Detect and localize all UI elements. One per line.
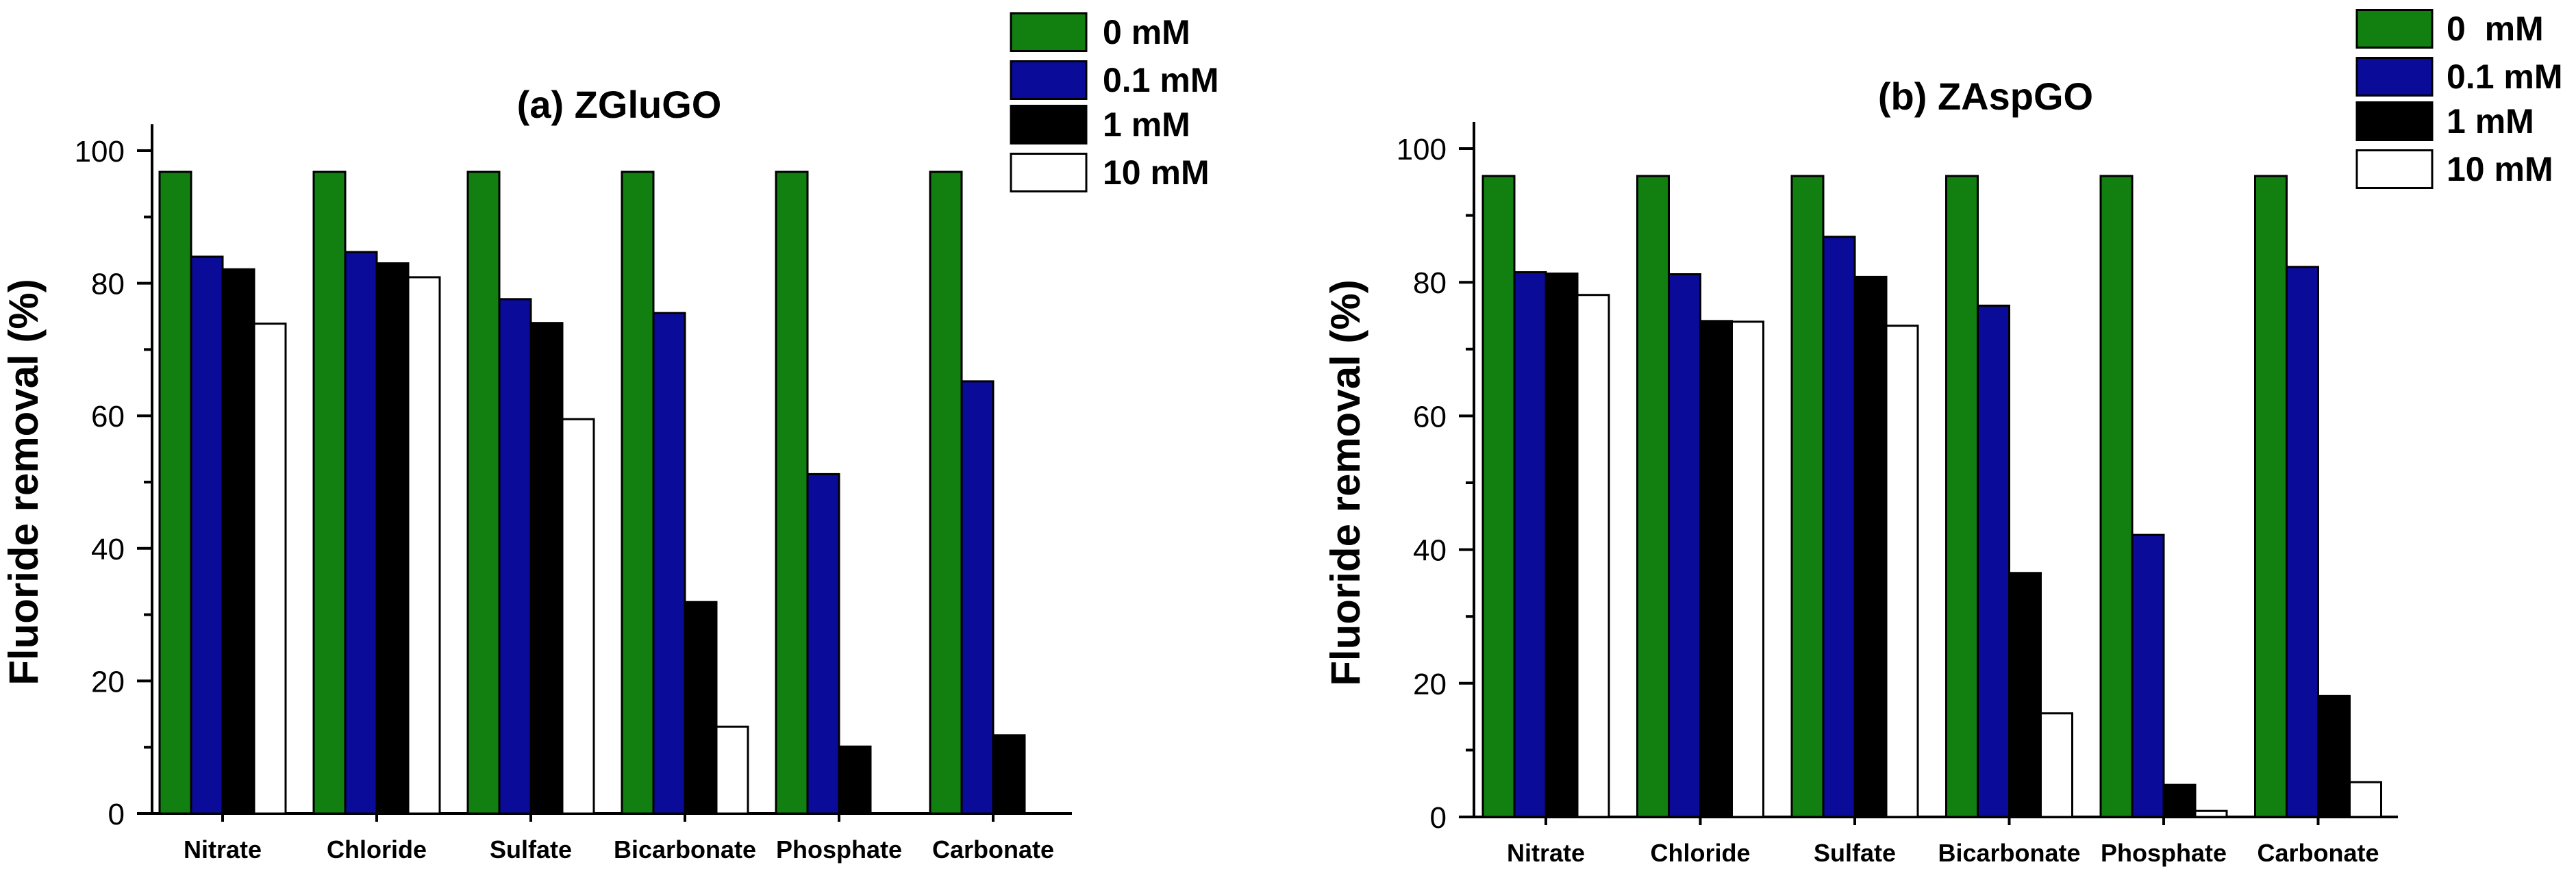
chart-b-category-label: Chloride — [1650, 839, 1750, 867]
chart-a-legend-label: 1 mM — [1103, 105, 1190, 144]
chart-b-legend-swatch — [2355, 101, 2434, 141]
chart-a-bar-phosphate-1 — [806, 473, 840, 815]
chart-a-category-label: Carbonate — [932, 835, 1054, 864]
chart-b-bar-carbonate-1 — [2286, 266, 2319, 818]
chart-a-y-tick-label: 80 — [91, 268, 125, 301]
chart-a-y-tick-label: 100 — [75, 135, 125, 168]
chart-a-bar-bicarbonate-1 — [652, 312, 686, 815]
chart-b-bar-nitrate-2 — [1545, 273, 1579, 818]
chart-a-category-label: Phosphate — [776, 835, 902, 864]
chart-a-title: (a) ZGluGO — [517, 83, 722, 126]
chart-b-bar-sulfate-3 — [1885, 325, 1919, 818]
chart-a-category-label: Chloride — [327, 835, 427, 864]
chart-b-category-label: Nitrate — [1507, 839, 1585, 867]
chart-b-bar-sulfate-2 — [1853, 275, 1888, 818]
chart-b-bar-phosphate-3 — [2194, 809, 2228, 818]
chart-a-legend-swatch — [1010, 153, 1088, 192]
chart-a-y-tick-label: 60 — [91, 400, 125, 433]
chart-b-bar-phosphate-2 — [2162, 783, 2197, 818]
chart-b-legend-swatch — [2355, 9, 2434, 49]
chart-b-title: (b) ZAspGO — [1878, 75, 2093, 118]
chart-a-y-axis-label: Fluoride removal (%) — [1, 279, 47, 685]
chart-a-category-label: Bicarbonate — [614, 835, 756, 864]
chart-b-y-tick-label: 20 — [1413, 668, 1447, 701]
chart-b-bar-bicarbonate-2 — [2008, 572, 2042, 818]
chart-b-legend-label: 0 mM — [2447, 10, 2544, 48]
chart-b-category-label: Phosphate — [2101, 839, 2227, 867]
chart-b-legend-label: 10 mM — [2447, 150, 2553, 188]
chart-b-category-label: Carbonate — [2257, 839, 2379, 867]
chart-a-bar-sulfate-0 — [466, 171, 501, 815]
chart-b-bar-carbonate-2 — [2317, 694, 2351, 818]
chart-b-bar-carbonate-3 — [2349, 781, 2382, 818]
chart-b-legend-label: 0.1 mM — [2447, 58, 2563, 96]
chart-panel-a: (a) ZGluGO Fluoride removal (%) 0 20 40 60 80 1… — [1, 12, 1219, 864]
chart-a-legend-swatch — [1010, 60, 1088, 100]
chart-b-bar-nitrate-1 — [1513, 271, 1547, 818]
chart-b-bar-bicarbonate-0 — [1945, 175, 1979, 818]
chart-a-bar-carbonate-1 — [960, 380, 995, 815]
chart-a-bar-carbonate-2 — [992, 734, 1026, 815]
chart-b-legend-swatch — [2355, 57, 2434, 97]
chart-b-y-tick-label: 100 — [1397, 133, 1447, 166]
chart-b-y-tick-label: 40 — [1413, 534, 1447, 568]
chart-panel-b: (b) ZAspGO Fluoride removal (%) 0 20 40 60 80 1… — [1323, 9, 2563, 867]
chart-a-bar-sulfate-1 — [498, 298, 532, 815]
chart-a-bar-nitrate-1 — [190, 255, 224, 815]
chart-a-bar-phosphate-2 — [838, 745, 872, 815]
chart-a-y-tick-label: 40 — [91, 533, 125, 566]
chart-b-legend-swatch — [2355, 149, 2434, 189]
chart-a-legend-label: 0.1 mM — [1103, 61, 1219, 99]
chart-a-bar-chloride-1 — [344, 251, 378, 815]
chart-b-bar-phosphate-1 — [2131, 533, 2165, 818]
chart-a-legend-swatch — [1010, 105, 1088, 144]
chart-a-legend-label: 0 mM — [1103, 13, 1190, 51]
chart-a-y-tick-label: 0 — [108, 798, 125, 831]
chart-a-bar-nitrate-3 — [253, 323, 287, 815]
chart-a-category-label: Sulfate — [490, 835, 572, 864]
chart-a-y-tick-label: 20 — [91, 665, 125, 698]
chart-b-y-axis-label: Fluoride removal (%) — [1323, 279, 1368, 685]
chart-b-category-label: Sulfate — [1814, 839, 1896, 867]
chart-b-bar-chloride-3 — [1731, 320, 1764, 818]
chart-b-y-tick-label: 80 — [1413, 266, 1447, 300]
chart-a-bar-phosphate-0 — [775, 171, 809, 815]
chart-b-y-tick-label: 60 — [1413, 400, 1447, 433]
chart-b-bar-nitrate-3 — [1576, 294, 1610, 818]
chart-a-bar-chloride-0 — [312, 171, 347, 815]
chart-a-legend-label: 10 mM — [1103, 153, 1210, 192]
chart-b-bar-carbonate-0 — [2254, 175, 2288, 818]
chart-b-bar-chloride-2 — [1699, 320, 1733, 818]
chart-b-bar-phosphate-0 — [2099, 175, 2134, 818]
chart-a-category-label: Nitrate — [184, 835, 262, 864]
chart-a-legend-swatch — [1010, 12, 1088, 52]
chart-a-bar-sulfate-3 — [561, 418, 595, 815]
chart-a-bar-bicarbonate-2 — [684, 601, 718, 815]
chart-b-bar-chloride-0 — [1636, 175, 1670, 818]
chart-a-bar-chloride-2 — [375, 262, 410, 815]
chart-a-bar-bicarbonate-0 — [621, 171, 655, 815]
chart-b-bar-bicarbonate-3 — [2040, 712, 2073, 818]
chart-a-bar-chloride-3 — [407, 276, 441, 815]
chart-b-bar-sulfate-1 — [1822, 236, 1856, 818]
chart-a-bar-bicarbonate-3 — [715, 725, 749, 815]
chart-a-bar-carbonate-0 — [929, 171, 963, 815]
chart-a-bar-sulfate-2 — [529, 322, 564, 815]
chart-a-bar-nitrate-0 — [158, 171, 192, 815]
chart-b-bar-chloride-1 — [1668, 273, 1701, 818]
chart-b-bar-sulfate-0 — [1790, 175, 1825, 818]
chart-a-bar-nitrate-2 — [221, 268, 255, 815]
chart-b-bar-nitrate-0 — [1481, 175, 1516, 818]
chart-b-y-tick-label: 0 — [1430, 801, 1447, 835]
chart-b-bar-bicarbonate-1 — [1977, 304, 2010, 818]
chart-b-category-label: Bicarbonate — [1938, 839, 2080, 867]
chart-b-legend-label: 1 mM — [2447, 102, 2534, 140]
